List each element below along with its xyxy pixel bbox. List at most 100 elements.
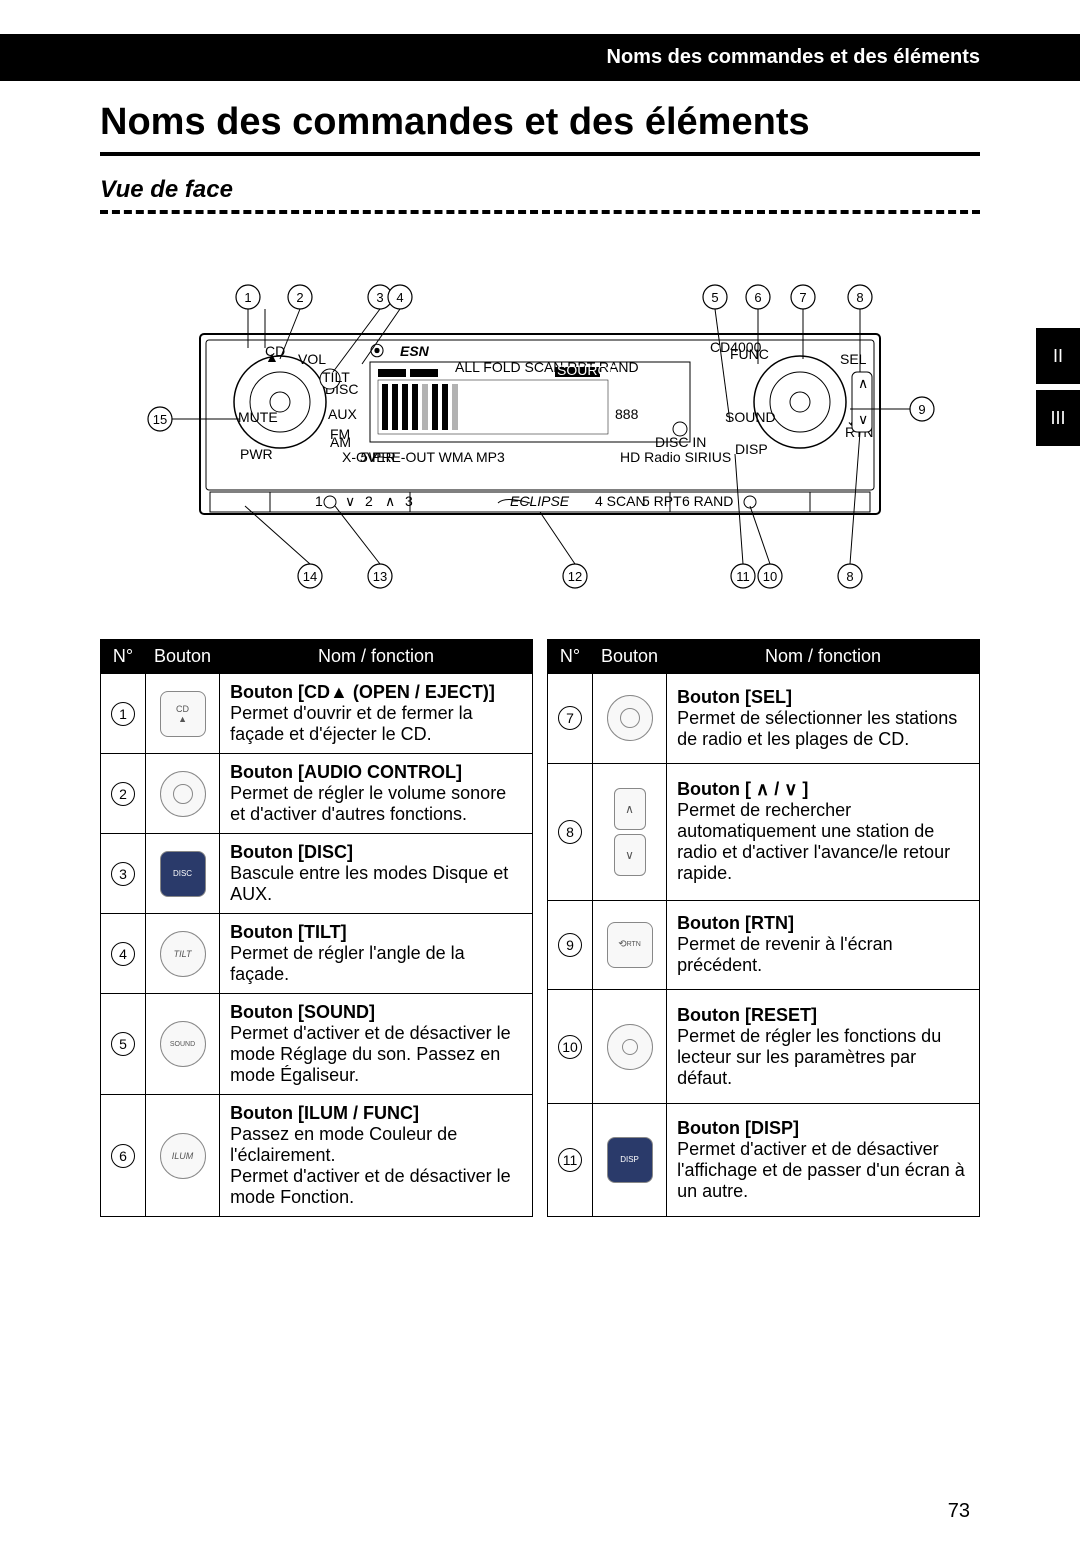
button-illustration: ⟲RTN	[593, 900, 667, 990]
svg-text:MUTE: MUTE	[238, 409, 278, 425]
svg-text:SEL: SEL	[840, 351, 867, 367]
row-number: 10	[548, 990, 593, 1103]
svg-text:2: 2	[365, 493, 373, 509]
button-description: Bouton [SEL]Permet de sélectionner les s…	[667, 674, 980, 764]
button-illustration	[593, 990, 667, 1103]
svg-text:1: 1	[315, 493, 323, 509]
svg-text:8: 8	[856, 290, 863, 305]
svg-text:PRE-OUT WMA MP3: PRE-OUT WMA MP3	[372, 449, 505, 465]
row-number: 8	[548, 763, 593, 900]
button-illustration: CD ▲	[146, 674, 220, 754]
button-illustration: TILT	[146, 914, 220, 994]
svg-text:∨: ∨	[345, 493, 355, 509]
page-number: 73	[948, 1500, 970, 1523]
row-number: 4	[101, 914, 146, 994]
table-row: 11DISP Bouton [DISP]Permet d'activer et d…	[548, 1103, 980, 1216]
svg-text:∨: ∨	[858, 411, 868, 427]
svg-text:⦿: ⦿	[370, 343, 384, 359]
button-description: Bouton [AUDIO CONTROL]Permet de régler l…	[220, 754, 533, 834]
table-row: 1CD ▲Bouton [CD▲ (OPEN / EJECT)]Permet d…	[101, 674, 533, 754]
table-row: 8∧∨Bouton [ ∧ / ∨ ]Permet de rechercher …	[548, 763, 980, 900]
col-num: N°	[101, 640, 146, 674]
button-name: Bouton [AUDIO CONTROL]	[230, 762, 522, 783]
button-description: Bouton [DISC]Bascule entre les modes Dis…	[220, 834, 533, 914]
svg-text:1: 1	[244, 290, 251, 305]
svg-text:9: 9	[918, 402, 925, 417]
button-name: Bouton [ ∧ / ∨ ]	[677, 779, 969, 800]
button-description: Bouton [ ∧ / ∨ ]Permet de rechercher aut…	[667, 763, 980, 900]
col-func: Nom / fonction	[667, 640, 980, 674]
svg-text:11: 11	[736, 569, 750, 584]
button-name: Bouton [TILT]	[230, 922, 522, 943]
front-panel-diagram: CD ▲ VOL MUTE PWR DISC AUX FM AM X-OVER …	[100, 264, 980, 609]
button-name: Bouton [SOUND]	[230, 1002, 522, 1023]
row-number: 11	[548, 1103, 593, 1216]
title-underline	[100, 152, 980, 156]
svg-text:PWR: PWR	[240, 446, 273, 462]
svg-text:12: 12	[568, 569, 582, 584]
svg-text:5: 5	[711, 290, 718, 305]
button-function-text: Permet d'activer et de désactiver le mod…	[230, 1023, 522, 1086]
button-illustration: ILUM	[146, 1095, 220, 1217]
svg-text:5 RPT: 5 RPT	[642, 493, 682, 509]
svg-text:888: 888	[615, 406, 639, 422]
svg-text:3: 3	[376, 290, 383, 305]
right-controls-table: N° Bouton Nom / fonction 7Bouton [SEL]Pe…	[547, 639, 980, 1217]
table-row: 10 Bouton [RESET]Permet de régler les fon…	[548, 990, 980, 1103]
svg-text:ECLIPSE: ECLIPSE	[510, 493, 570, 509]
button-description: Bouton [SOUND]Permet d'activer et de dés…	[220, 994, 533, 1095]
svg-text:∧: ∧	[385, 493, 395, 509]
button-description: Bouton [ILUM / FUNC]Passez en mode Coule…	[220, 1095, 533, 1217]
button-name: Bouton [DISC]	[230, 842, 522, 863]
svg-text:▲: ▲	[265, 349, 279, 365]
table-row: 2Bouton [AUDIO CONTROL]Permet de régler …	[101, 754, 533, 834]
button-description: Bouton [RESET]Permet de régler les fonct…	[667, 990, 980, 1103]
button-name: Bouton [ILUM / FUNC]	[230, 1103, 522, 1124]
row-number: 3	[101, 834, 146, 914]
button-function-text: Permet d'ouvrir et de fermer la façade e…	[230, 703, 522, 745]
button-name: Bouton [CD▲ (OPEN / EJECT)]	[230, 682, 522, 703]
button-name: Bouton [DISP]	[677, 1118, 969, 1139]
col-button: Bouton	[593, 640, 667, 674]
button-illustration: SOUND	[146, 994, 220, 1095]
table-row: 6ILUMBouton [ILUM / FUNC]Passez en mode …	[101, 1095, 533, 1217]
svg-text:SOUND: SOUND	[725, 409, 776, 425]
svg-text:AUX: AUX	[328, 406, 357, 422]
svg-text:13: 13	[373, 569, 387, 584]
table-row: 5SOUNDBouton [SOUND]Permet d'activer et …	[101, 994, 533, 1095]
svg-text:TILT: TILT	[322, 369, 350, 385]
svg-text:VOL: VOL	[298, 351, 326, 367]
button-description: Bouton [RTN]Permet de revenir à l'écran …	[667, 900, 980, 990]
col-button: Bouton	[146, 640, 220, 674]
side-tab-3: III	[1036, 390, 1080, 446]
svg-text:8: 8	[846, 569, 853, 584]
button-function-text: Permet d'activer et de désactiver l'affi…	[677, 1139, 969, 1202]
left-controls-table: N° Bouton Nom / fonction 1CD ▲Bouton [CD…	[100, 639, 533, 1217]
button-illustration: DISC	[146, 834, 220, 914]
svg-text:ESN: ESN	[400, 343, 430, 359]
svg-text:3: 3	[405, 493, 413, 509]
svg-text:14: 14	[303, 569, 317, 584]
button-function-text: Permet de revenir à l'écran précédent.	[677, 934, 969, 976]
svg-text:HD Radio SIRIUS: HD Radio SIRIUS	[620, 449, 731, 465]
button-name: Bouton [RESET]	[677, 1005, 969, 1026]
svg-text:4 SCAN: 4 SCAN	[595, 493, 646, 509]
button-illustration: DISP	[593, 1103, 667, 1216]
svg-text:SOURCE: SOURCE	[557, 362, 617, 378]
col-func: Nom / fonction	[220, 640, 533, 674]
button-function-text: Permet de régler les fonctions du lecteu…	[677, 1026, 969, 1089]
header-band: Noms des commandes et des éléments	[0, 34, 1080, 81]
page-title: Noms des commandes et des éléments	[100, 101, 980, 144]
svg-text:4: 4	[396, 290, 403, 305]
svg-text:2: 2	[296, 290, 303, 305]
button-illustration	[146, 754, 220, 834]
header-section-title: Noms des commandes et des éléments	[100, 46, 980, 69]
svg-text:10: 10	[763, 569, 777, 584]
button-description: Bouton [CD▲ (OPEN / EJECT)]Permet d'ouvr…	[220, 674, 533, 754]
button-illustration: ∧∨	[593, 763, 667, 900]
button-illustration	[593, 674, 667, 764]
button-function-text: Permet de sélectionner les stations de r…	[677, 708, 969, 750]
button-function-text: Permet de régler le volume sonore et d'a…	[230, 783, 522, 825]
dashed-separator	[100, 210, 980, 214]
svg-text:DISC IN: DISC IN	[655, 434, 706, 450]
